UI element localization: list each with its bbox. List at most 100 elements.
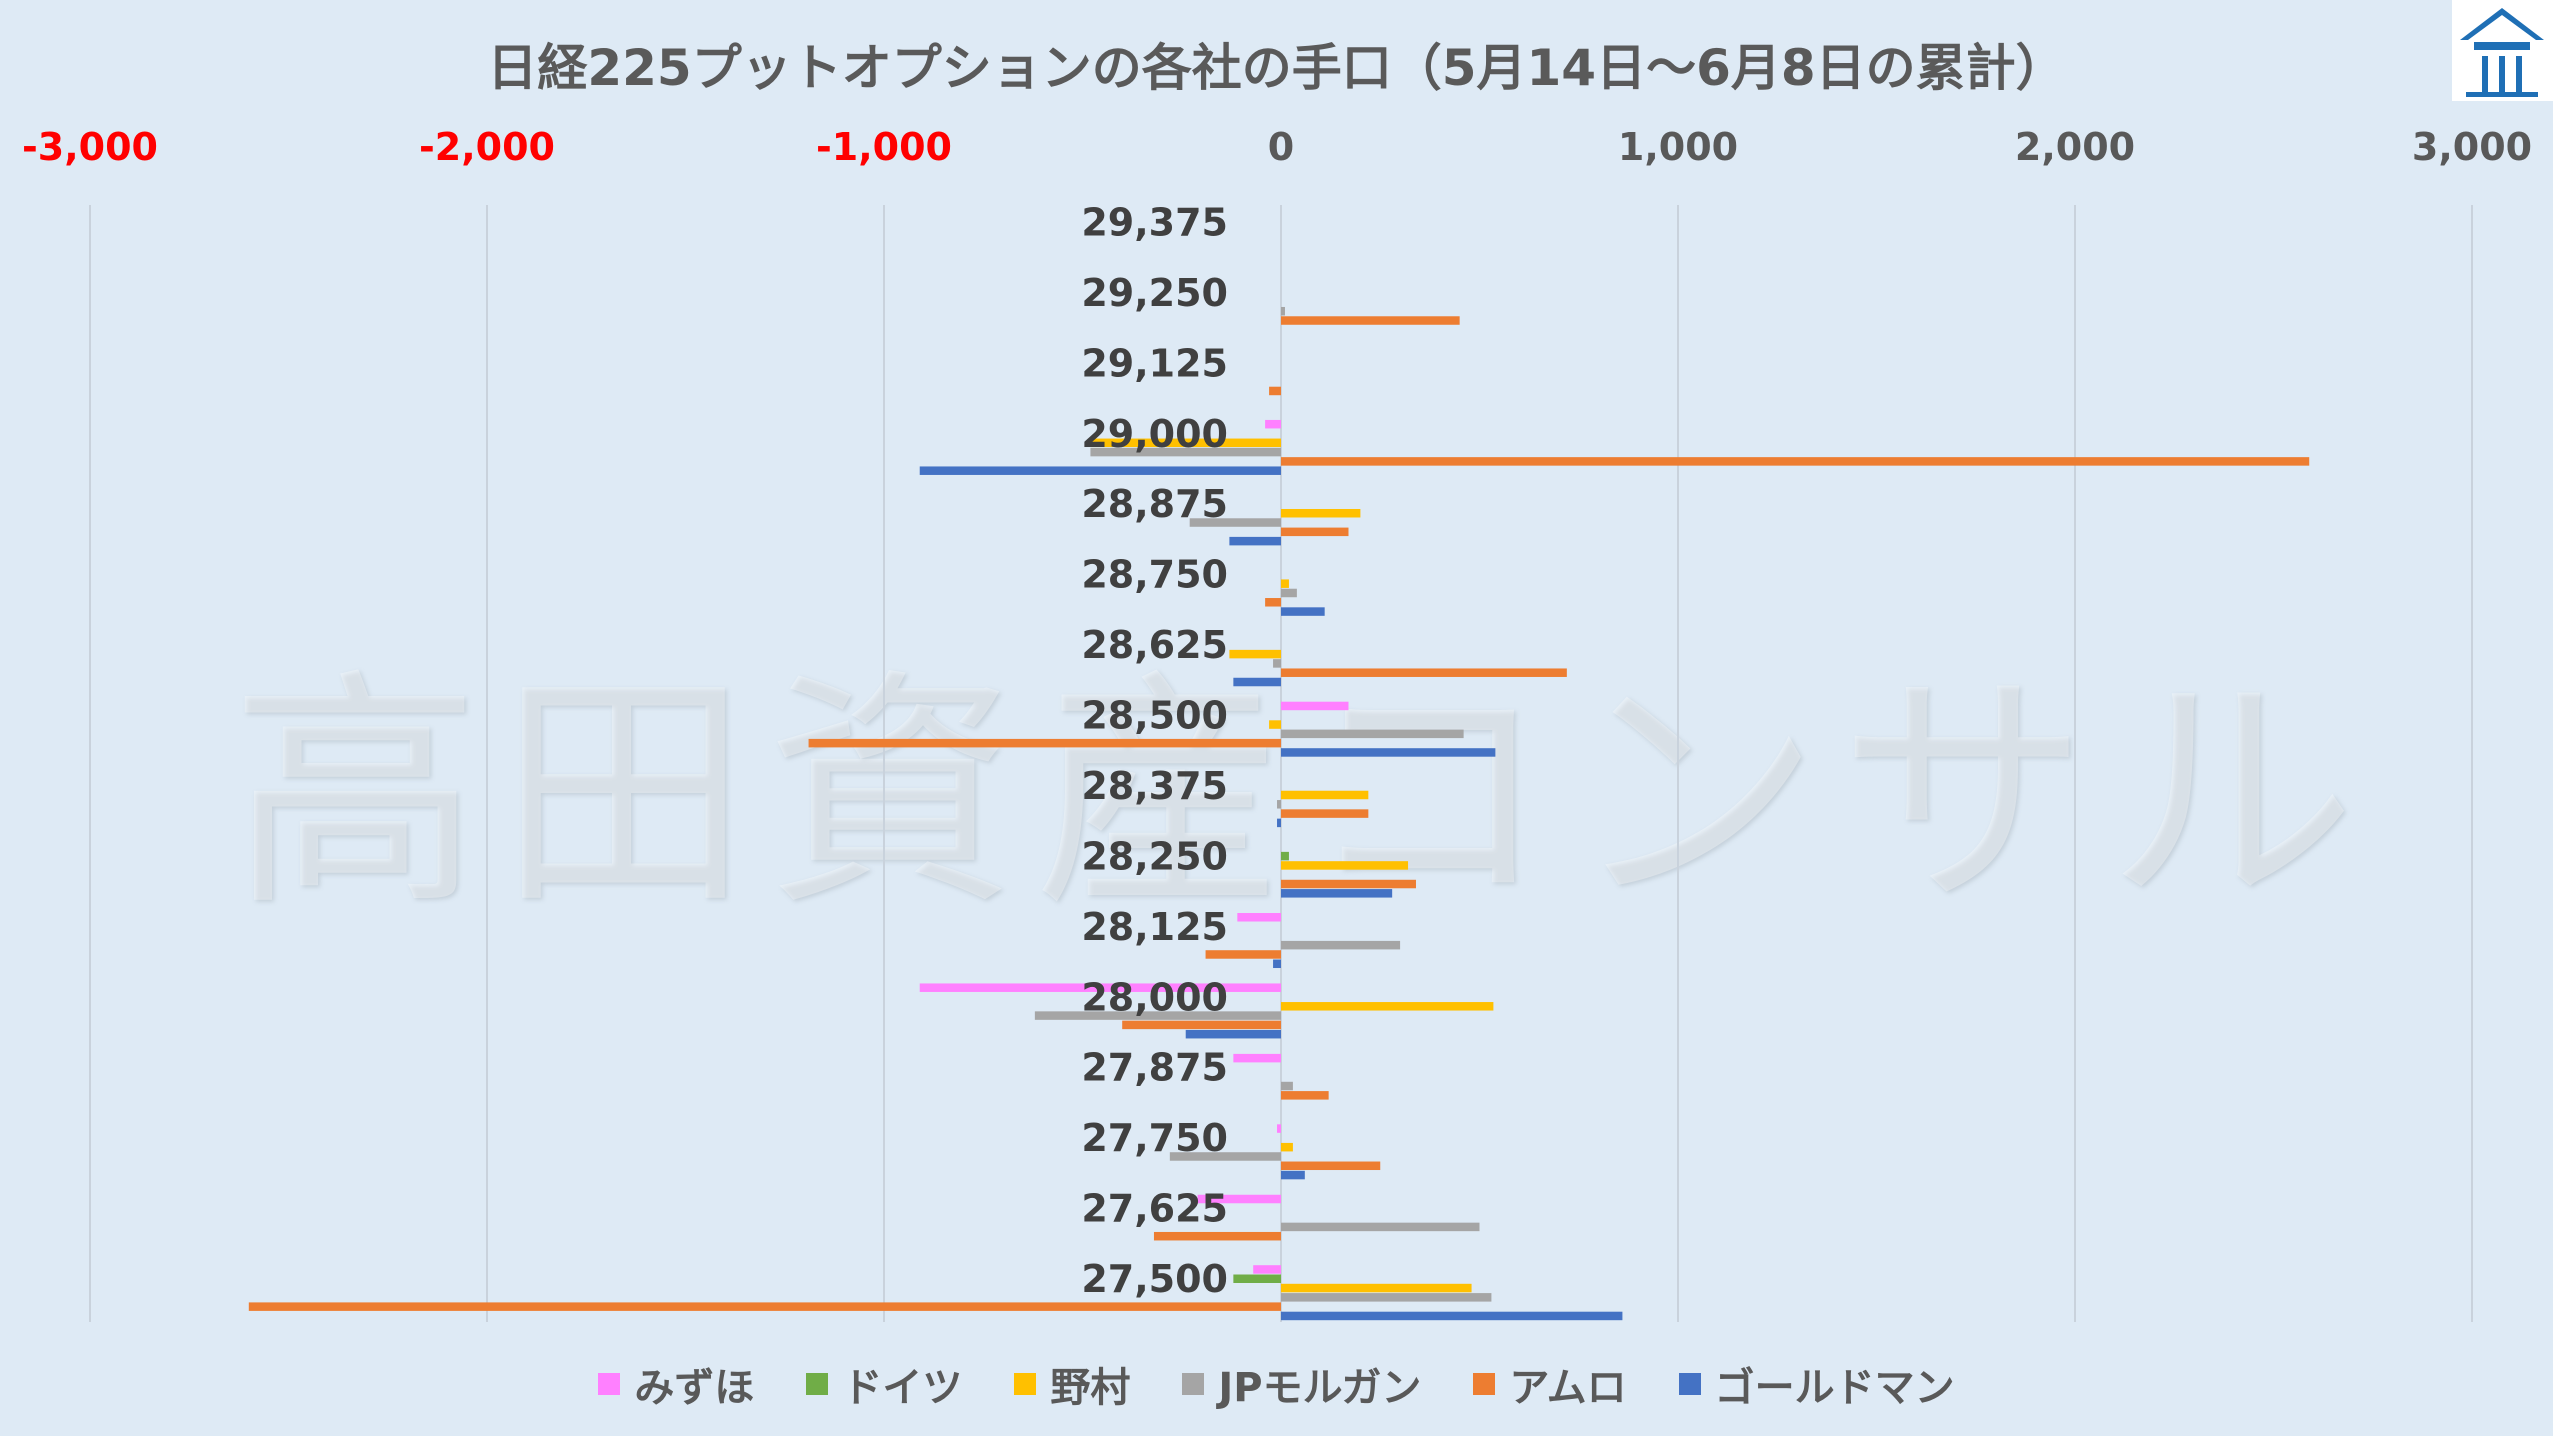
- bar: [1265, 598, 1281, 607]
- bar: [1273, 959, 1281, 969]
- y-axis-ticks: 29,375 29,250 29,125 29,000 28,875 28,750 28,6…: [1081, 200, 1228, 1301]
- legend-label: 野村: [1050, 1365, 1131, 1411]
- y-tick-label: 28,000: [1081, 975, 1228, 1019]
- bar: [1277, 818, 1281, 828]
- legend-item: みずほ: [598, 1355, 754, 1413]
- x-tick-label: -2,000: [419, 125, 555, 169]
- bar: [1281, 1311, 1623, 1321]
- bar: [1090, 447, 1281, 457]
- legend-item: ゴールドマン: [1678, 1355, 1955, 1413]
- x-axis-ticks: -3,000 -2,000 -1,000 0 1,000 2,000 3,000: [22, 125, 2532, 169]
- legend-label: JPモルガン: [1218, 1365, 1422, 1411]
- y-tick-label: 29,000: [1081, 412, 1228, 456]
- bar: [1277, 800, 1281, 809]
- bar: [1281, 889, 1393, 898]
- bar: [1281, 579, 1289, 588]
- y-tick-label: 28,500: [1081, 694, 1228, 738]
- bar: [1122, 1020, 1281, 1030]
- bar: [1237, 913, 1281, 922]
- bar: [1281, 729, 1464, 739]
- bar: [1273, 659, 1281, 668]
- y-tick-label: 28,750: [1081, 553, 1228, 597]
- y-tick-label: 29,125: [1081, 341, 1228, 385]
- bar: [1281, 861, 1409, 870]
- bar: [1197, 1194, 1281, 1204]
- legend-item: 野村: [1014, 1355, 1130, 1413]
- bar: [1281, 748, 1496, 757]
- x-tick-label: 3,000: [2412, 125, 2532, 169]
- x-tick-label: 0: [1268, 125, 1294, 169]
- legend-label: ドイツ: [842, 1365, 963, 1411]
- bar: [1281, 607, 1325, 616]
- bar: [1281, 1170, 1305, 1180]
- bar: [1205, 950, 1281, 959]
- bar: [1034, 1011, 1281, 1020]
- legend-item: アムロ: [1473, 1355, 1627, 1413]
- bar: [1281, 701, 1349, 711]
- legend-swatch: [1678, 1373, 1701, 1395]
- bar: [1185, 1029, 1281, 1039]
- bar: [1169, 1152, 1281, 1161]
- legend-swatch: [1473, 1373, 1496, 1395]
- bar: [1281, 1002, 1494, 1011]
- legend-label: アムロ: [1509, 1365, 1627, 1411]
- y-tick-label: 28,125: [1081, 905, 1228, 949]
- bar: [248, 1302, 1281, 1311]
- legend-item: ドイツ: [806, 1355, 962, 1413]
- bar: [1281, 457, 2310, 466]
- gridlines: [89, 205, 2473, 1322]
- bar: [1281, 1293, 1492, 1302]
- bar: [1281, 809, 1369, 818]
- bar: [1269, 386, 1281, 396]
- bar: [1281, 790, 1369, 800]
- bars: [248, 306, 2310, 1321]
- legend-swatch: [1182, 1373, 1205, 1395]
- bar: [1277, 1124, 1281, 1133]
- y-tick-label: 28,250: [1081, 834, 1228, 878]
- x-tick-label: 2,000: [2015, 125, 2135, 169]
- bar: [1265, 419, 1281, 429]
- bar: [1229, 649, 1281, 659]
- bar: [1281, 668, 1567, 677]
- bar: [919, 983, 1281, 992]
- x-tick-label: -3,000: [22, 125, 158, 169]
- house-logo: [2452, 0, 2553, 101]
- bar: [1090, 438, 1281, 448]
- bar: [1281, 306, 1285, 316]
- y-tick-label: 29,250: [1081, 271, 1228, 315]
- bar: [1281, 1283, 1472, 1293]
- bar: [1253, 1265, 1281, 1274]
- y-tick-label: 27,750: [1081, 1116, 1228, 1160]
- bar: [1281, 851, 1289, 861]
- bar: [1233, 1053, 1281, 1063]
- legend: みずほ ドイツ 野村 JPモルガン アムロ ゴールドマン: [0, 1355, 2553, 1413]
- bar: [1281, 1142, 1293, 1152]
- legend-swatch: [806, 1373, 829, 1395]
- bar: [1281, 1081, 1293, 1091]
- bar: [1281, 1091, 1329, 1100]
- bar: [1189, 518, 1281, 527]
- y-tick-label: 27,875: [1081, 1046, 1228, 1090]
- legend-swatch: [598, 1373, 621, 1395]
- y-tick-label: 29,375: [1081, 200, 1228, 244]
- legend-label: ゴールドマン: [1714, 1365, 1955, 1411]
- y-tick-label: 27,625: [1081, 1187, 1228, 1231]
- chart-title: 日経225プットオプションの各社の手口（5月14日～6月8日の累計）: [487, 39, 2066, 97]
- y-tick-label: 28,625: [1081, 623, 1228, 667]
- x-tick-label: 1,000: [1618, 125, 1738, 169]
- legend-swatch: [1014, 1373, 1037, 1395]
- bar: [1281, 527, 1349, 537]
- bar: [1233, 1274, 1281, 1283]
- bar: [1229, 536, 1281, 546]
- bar: [808, 738, 1281, 748]
- x-tick-label: -1,000: [816, 125, 952, 169]
- bar: [1281, 508, 1361, 518]
- bar: [1153, 1231, 1281, 1241]
- y-tick-label: 28,875: [1081, 482, 1228, 526]
- bar: [919, 466, 1281, 475]
- bar: [1281, 316, 1460, 325]
- bar: [1233, 677, 1281, 687]
- y-tick-label: 28,375: [1081, 764, 1228, 808]
- bar: [1281, 940, 1401, 950]
